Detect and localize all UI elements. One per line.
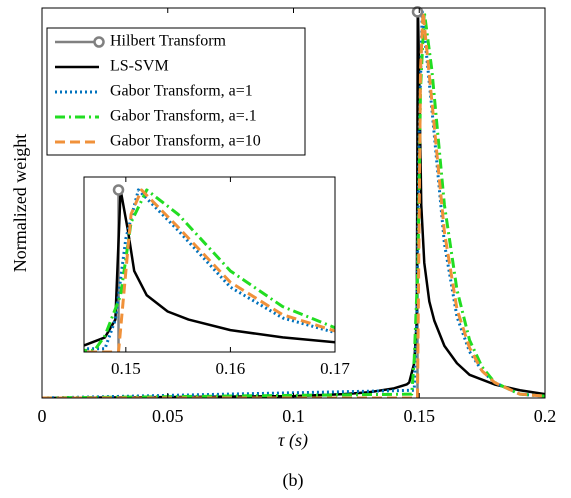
x-tick-label: 0.17 [320, 359, 350, 378]
legend-label: Gabor Transform, a=.1 [110, 108, 257, 125]
series-group [42, 10, 545, 398]
legend-label: Gabor Transform, a=10 [110, 133, 261, 150]
series-group [84, 188, 335, 352]
y-axis-label: Normalized weight [10, 134, 30, 272]
legend-label: LS-SVM [110, 58, 169, 75]
x-tick-label: 0 [38, 406, 47, 426]
legend-label: Gabor Transform, a=1 [110, 83, 253, 100]
stem-marker [112, 184, 125, 196]
series-line [42, 10, 545, 398]
x-axis-label: τ (s) [278, 430, 308, 451]
x-tick-label: 0.1 [282, 406, 305, 426]
inset-plot: 0.15 0.16 0.17 [83, 176, 350, 378]
series-line [84, 188, 335, 347]
x-tick-label: 0.16 [216, 359, 246, 378]
stem-marker [411, 6, 424, 18]
x-tick-label: 0.15 [404, 406, 436, 426]
x-tick-label: 0.05 [152, 406, 184, 426]
series-line [84, 188, 335, 352]
legend-marker [93, 36, 105, 48]
legend-label: Hilbert Transform [110, 33, 227, 50]
legend: Hilbert Transform LS-SVM Gabor Transform, … [46, 27, 306, 156]
series-line [42, 10, 545, 398]
axes-box [83, 176, 336, 353]
caption: (b) [283, 470, 304, 491]
x-tick-label: 0.2 [534, 406, 557, 426]
x-tick-label: 0.15 [111, 359, 141, 378]
